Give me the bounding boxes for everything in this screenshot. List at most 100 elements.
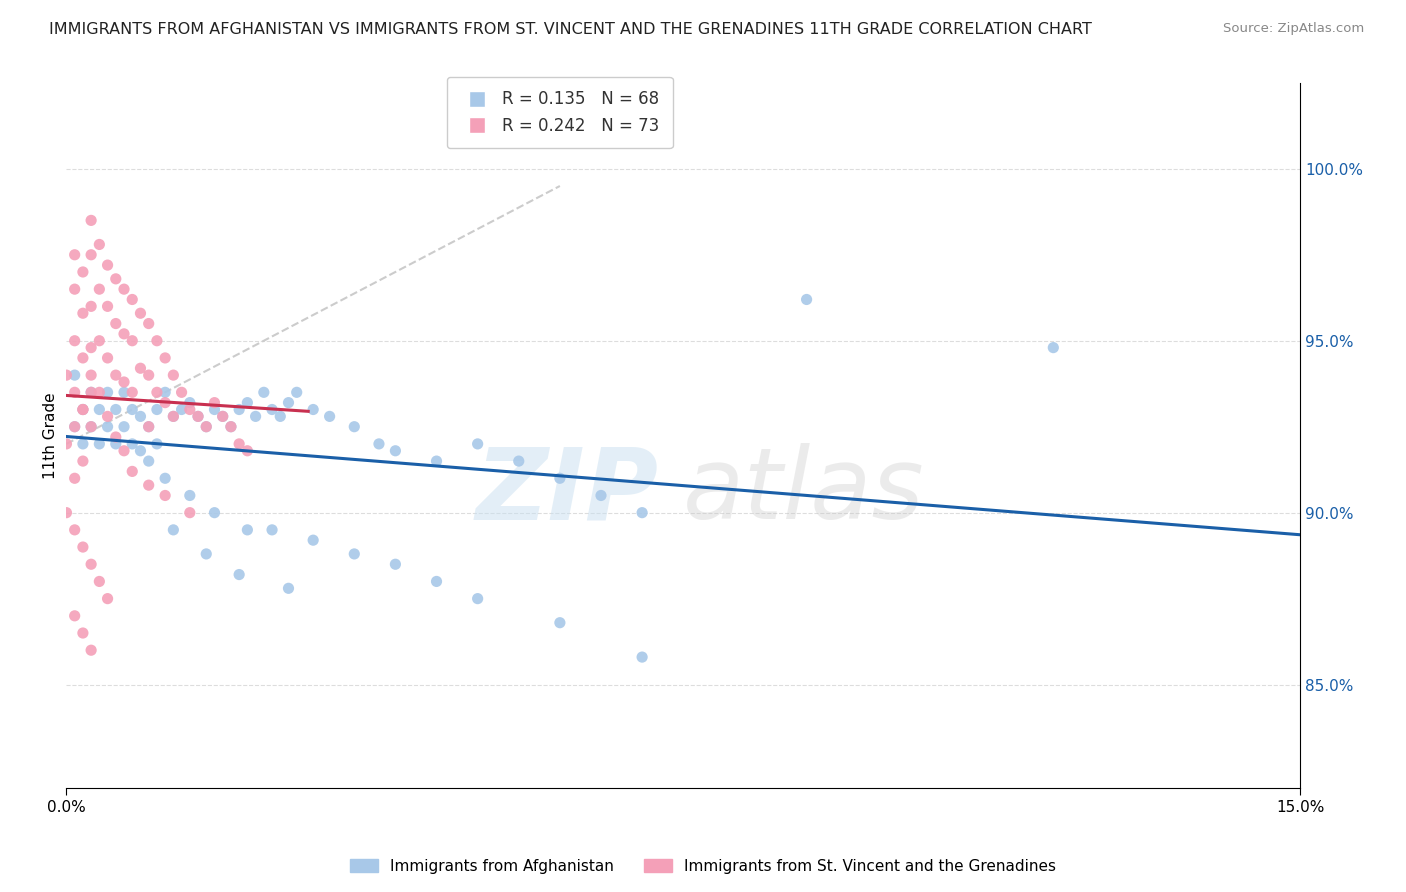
- Point: [146, 437, 169, 451]
- Point: [129, 409, 152, 424]
- Point: [80, 213, 103, 227]
- Point: [302, 402, 325, 417]
- Point: [1042, 341, 1064, 355]
- Point: [112, 443, 135, 458]
- Point: [318, 409, 340, 424]
- Point: [63, 471, 86, 485]
- Point: [153, 488, 176, 502]
- Point: [425, 454, 447, 468]
- Point: [138, 419, 160, 434]
- Point: [80, 385, 103, 400]
- Point: [129, 443, 152, 458]
- Point: [97, 299, 120, 313]
- Point: [63, 608, 86, 623]
- Point: [89, 385, 111, 400]
- Point: [153, 351, 176, 365]
- Point: [129, 361, 152, 376]
- Point: [72, 402, 94, 417]
- Point: [63, 385, 86, 400]
- Point: [631, 506, 654, 520]
- Point: [179, 488, 201, 502]
- Legend: R = 0.135   N = 68, R = 0.242   N = 73: R = 0.135 N = 68, R = 0.242 N = 73: [447, 77, 672, 148]
- Point: [236, 443, 259, 458]
- Point: [89, 237, 111, 252]
- Point: [129, 306, 152, 320]
- Point: [97, 258, 120, 272]
- Point: [162, 523, 184, 537]
- Point: [72, 265, 94, 279]
- Point: [97, 419, 120, 434]
- Point: [80, 558, 103, 572]
- Y-axis label: 11th Grade: 11th Grade: [44, 392, 58, 479]
- Point: [228, 402, 250, 417]
- Point: [121, 402, 143, 417]
- Point: [228, 437, 250, 451]
- Point: [260, 523, 283, 537]
- Point: [80, 643, 103, 657]
- Point: [72, 540, 94, 554]
- Point: [104, 272, 127, 286]
- Point: [80, 419, 103, 434]
- Point: [204, 402, 226, 417]
- Point: [195, 547, 218, 561]
- Point: [236, 395, 259, 409]
- Point: [219, 419, 242, 434]
- Point: [170, 385, 193, 400]
- Point: [146, 334, 169, 348]
- Point: [228, 567, 250, 582]
- Point: [89, 437, 111, 451]
- Point: [121, 437, 143, 451]
- Point: [72, 306, 94, 320]
- Point: [343, 419, 366, 434]
- Point: [195, 419, 218, 434]
- Point: [63, 419, 86, 434]
- Point: [80, 368, 103, 383]
- Text: Source: ZipAtlas.com: Source: ZipAtlas.com: [1223, 22, 1364, 36]
- Point: [112, 282, 135, 296]
- Point: [253, 385, 276, 400]
- Point: [179, 506, 201, 520]
- Point: [121, 334, 143, 348]
- Point: [55, 368, 77, 383]
- Point: [384, 443, 406, 458]
- Point: [245, 409, 267, 424]
- Point: [467, 591, 489, 606]
- Point: [72, 454, 94, 468]
- Point: [589, 488, 612, 502]
- Point: [63, 248, 86, 262]
- Point: [146, 402, 169, 417]
- Point: [80, 248, 103, 262]
- Point: [63, 282, 86, 296]
- Point: [80, 419, 103, 434]
- Point: [138, 317, 160, 331]
- Point: [343, 547, 366, 561]
- Point: [63, 523, 86, 537]
- Point: [97, 409, 120, 424]
- Point: [138, 454, 160, 468]
- Point: [211, 409, 233, 424]
- Point: [104, 430, 127, 444]
- Point: [63, 419, 86, 434]
- Point: [104, 437, 127, 451]
- Point: [89, 282, 111, 296]
- Point: [219, 419, 242, 434]
- Point: [80, 341, 103, 355]
- Text: IMMIGRANTS FROM AFGHANISTAN VS IMMIGRANTS FROM ST. VINCENT AND THE GRENADINES 11: IMMIGRANTS FROM AFGHANISTAN VS IMMIGRANT…: [49, 22, 1092, 37]
- Point: [162, 409, 184, 424]
- Point: [631, 650, 654, 665]
- Point: [187, 409, 209, 424]
- Point: [302, 533, 325, 548]
- Point: [138, 419, 160, 434]
- Point: [211, 409, 233, 424]
- Point: [121, 464, 143, 478]
- Point: [72, 402, 94, 417]
- Point: [89, 334, 111, 348]
- Point: [195, 419, 218, 434]
- Point: [72, 437, 94, 451]
- Text: ZIP: ZIP: [475, 443, 658, 541]
- Point: [104, 402, 127, 417]
- Point: [236, 523, 259, 537]
- Point: [121, 293, 143, 307]
- Point: [179, 395, 201, 409]
- Point: [97, 351, 120, 365]
